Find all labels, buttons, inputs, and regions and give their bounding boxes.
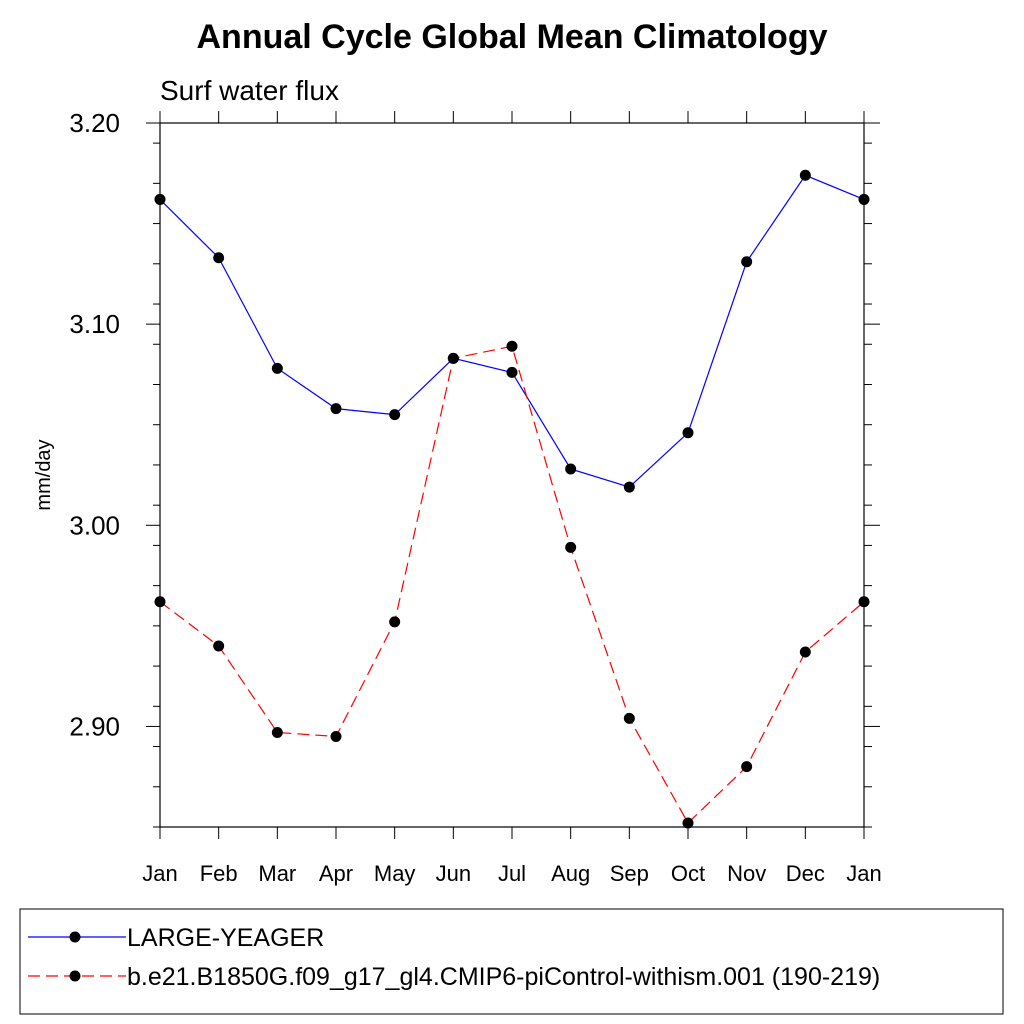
data-point xyxy=(389,409,401,421)
data-point xyxy=(682,817,694,829)
x-tick-label: Feb xyxy=(200,861,238,886)
chart-title: Annual Cycle Global Mean Climatology xyxy=(197,18,828,56)
series-layer xyxy=(154,169,870,829)
data-point xyxy=(213,252,225,264)
data-point xyxy=(741,256,753,268)
legend-label-2: b.e21.B1850G.f09_g17_gl4.CMIP6-piControl… xyxy=(127,963,880,991)
data-point xyxy=(682,427,694,439)
data-point xyxy=(330,730,342,742)
y-tick-label: 3.00 xyxy=(69,510,120,540)
data-point xyxy=(506,340,518,352)
data-point xyxy=(623,481,635,493)
x-tick-label: Oct xyxy=(671,861,705,886)
x-tick-label: Apr xyxy=(319,861,353,886)
x-tick-label: Nov xyxy=(727,861,766,886)
data-point xyxy=(506,366,518,378)
x-tick-label: Sep xyxy=(610,861,649,886)
x-tick-label: Jul xyxy=(498,861,526,886)
data-point xyxy=(154,193,166,205)
data-point xyxy=(623,712,635,724)
data-point xyxy=(271,726,283,738)
data-point xyxy=(858,596,870,608)
y-tick-label: 3.20 xyxy=(69,108,120,138)
x-tick-label: Jan xyxy=(142,861,177,886)
data-point xyxy=(565,541,577,553)
y-tick-label: 2.90 xyxy=(69,711,120,741)
data-point xyxy=(389,616,401,628)
x-tick-label: Jun xyxy=(436,861,471,886)
data-point xyxy=(330,403,342,415)
plot-frame xyxy=(159,122,865,828)
legend-marker-2 xyxy=(69,970,81,982)
data-point xyxy=(741,761,753,773)
series-line-1 xyxy=(159,174,865,488)
axes: Jan Feb Mar Apr May Jun Jul Aug Sep Oct Nov Dec Jan 2… xyxy=(69,108,881,886)
data-point xyxy=(565,463,577,475)
chart-subtitle: Surf water flux xyxy=(160,75,339,106)
data-point xyxy=(858,193,870,205)
legend-label-1: LARGE-YEAGER xyxy=(127,924,324,952)
y-tick-label: 3.10 xyxy=(69,309,120,339)
legend-marker-1 xyxy=(69,931,81,943)
x-tick-label: May xyxy=(374,861,416,886)
x-tick-label: Dec xyxy=(786,861,825,886)
legend-box xyxy=(19,908,1004,1015)
data-point xyxy=(447,352,459,364)
data-point xyxy=(213,640,225,652)
data-point xyxy=(154,596,166,608)
data-point xyxy=(799,169,811,181)
legend: LARGE-YEAGER b.e21.B1850G.f09_g17_gl4.CMI… xyxy=(28,924,880,991)
data-point xyxy=(271,362,283,374)
x-tick-label: Aug xyxy=(551,861,590,886)
x-tick-label: Jan xyxy=(846,861,881,886)
x-tick-label: Mar xyxy=(258,861,296,886)
data-point xyxy=(799,646,811,658)
y-axis-label: mm/day xyxy=(33,439,55,510)
series-line-2 xyxy=(159,345,865,824)
